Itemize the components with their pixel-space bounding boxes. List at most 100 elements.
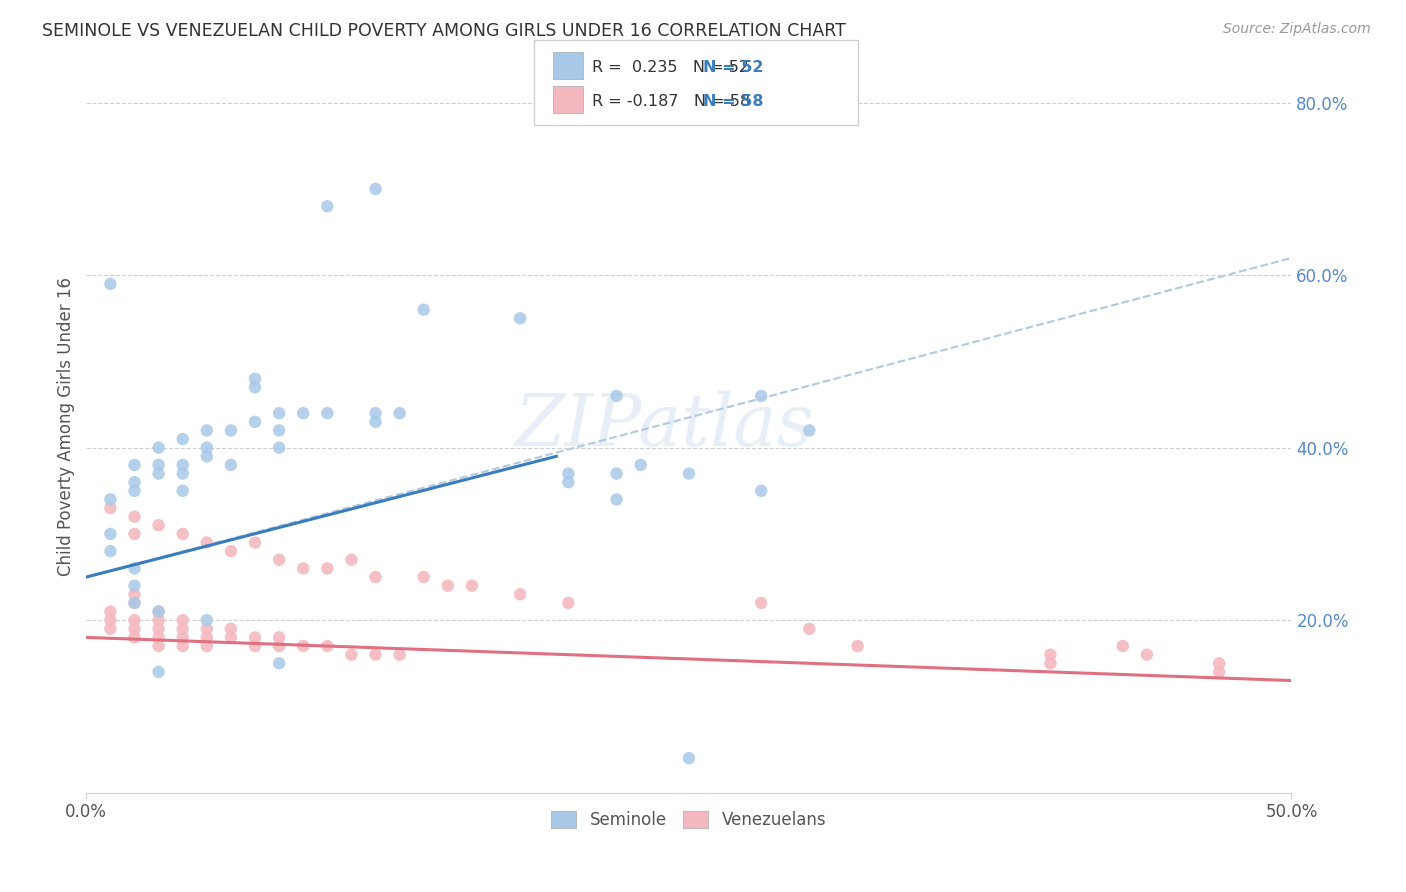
Point	[124, 483, 146, 498]
Point	[172, 639, 194, 653]
Point	[1112, 639, 1135, 653]
Point	[243, 631, 266, 645]
Point	[557, 596, 579, 610]
Point	[606, 467, 628, 481]
Point	[630, 458, 652, 472]
Point	[148, 467, 170, 481]
Point	[316, 639, 339, 653]
Point	[461, 579, 484, 593]
Point	[195, 424, 218, 438]
Point	[100, 613, 122, 627]
Point	[557, 467, 579, 481]
Point	[799, 622, 821, 636]
Point	[292, 561, 315, 575]
Point	[219, 424, 242, 438]
Point	[799, 424, 821, 438]
Point	[292, 639, 315, 653]
Point	[195, 639, 218, 653]
Point	[412, 570, 434, 584]
Point	[437, 579, 460, 593]
Point	[148, 622, 170, 636]
Point	[269, 441, 291, 455]
Point	[269, 553, 291, 567]
Point	[364, 182, 387, 196]
Point	[195, 535, 218, 549]
Point	[243, 639, 266, 653]
Point	[1208, 657, 1230, 671]
Point	[269, 657, 291, 671]
Point	[412, 302, 434, 317]
Point	[606, 389, 628, 403]
Point	[172, 631, 194, 645]
Point	[316, 561, 339, 575]
Point	[219, 631, 242, 645]
Point	[124, 458, 146, 472]
Text: R =  0.235   N = 52: R = 0.235 N = 52	[592, 60, 749, 75]
Point	[100, 622, 122, 636]
Point	[148, 639, 170, 653]
Point	[172, 527, 194, 541]
Point	[316, 199, 339, 213]
Point	[243, 380, 266, 394]
Point	[557, 475, 579, 490]
Point	[269, 406, 291, 420]
Point	[148, 518, 170, 533]
Point	[1136, 648, 1159, 662]
Point	[124, 622, 146, 636]
Point	[195, 613, 218, 627]
Point	[195, 631, 218, 645]
Text: ZIPatlas: ZIPatlas	[515, 391, 814, 461]
Point	[124, 475, 146, 490]
Point	[340, 648, 363, 662]
Point	[172, 622, 194, 636]
Point	[172, 483, 194, 498]
Point	[1208, 665, 1230, 679]
Point	[1039, 648, 1062, 662]
Point	[269, 639, 291, 653]
Point	[388, 648, 411, 662]
Text: N = 52: N = 52	[703, 60, 763, 75]
Point	[148, 605, 170, 619]
Text: R = -0.187   N = 58: R = -0.187 N = 58	[592, 94, 749, 109]
Point	[195, 441, 218, 455]
Point	[100, 605, 122, 619]
Point	[124, 613, 146, 627]
Point	[749, 389, 772, 403]
Point	[388, 406, 411, 420]
Point	[100, 527, 122, 541]
Point	[316, 406, 339, 420]
Legend: Seminole, Venezuelans: Seminole, Venezuelans	[544, 804, 834, 836]
Text: Source: ZipAtlas.com: Source: ZipAtlas.com	[1223, 22, 1371, 37]
Point	[340, 553, 363, 567]
Point	[749, 483, 772, 498]
Point	[364, 415, 387, 429]
Point	[148, 665, 170, 679]
Point	[124, 527, 146, 541]
Text: N = 58: N = 58	[703, 94, 763, 109]
Point	[172, 458, 194, 472]
Point	[509, 311, 531, 326]
Point	[100, 492, 122, 507]
Point	[100, 544, 122, 558]
Point	[749, 596, 772, 610]
Text: SEMINOLE VS VENEZUELAN CHILD POVERTY AMONG GIRLS UNDER 16 CORRELATION CHART: SEMINOLE VS VENEZUELAN CHILD POVERTY AMO…	[42, 22, 846, 40]
Point	[219, 458, 242, 472]
Point	[269, 631, 291, 645]
Point	[1039, 657, 1062, 671]
Point	[678, 751, 700, 765]
Point	[606, 492, 628, 507]
Point	[124, 596, 146, 610]
Point	[364, 406, 387, 420]
Point	[269, 424, 291, 438]
Point	[219, 622, 242, 636]
Point	[243, 415, 266, 429]
Point	[195, 622, 218, 636]
Point	[846, 639, 869, 653]
Point	[124, 596, 146, 610]
Point	[243, 372, 266, 386]
Point	[124, 579, 146, 593]
Point	[219, 544, 242, 558]
Y-axis label: Child Poverty Among Girls Under 16: Child Poverty Among Girls Under 16	[58, 277, 75, 575]
Point	[124, 587, 146, 601]
Point	[124, 631, 146, 645]
